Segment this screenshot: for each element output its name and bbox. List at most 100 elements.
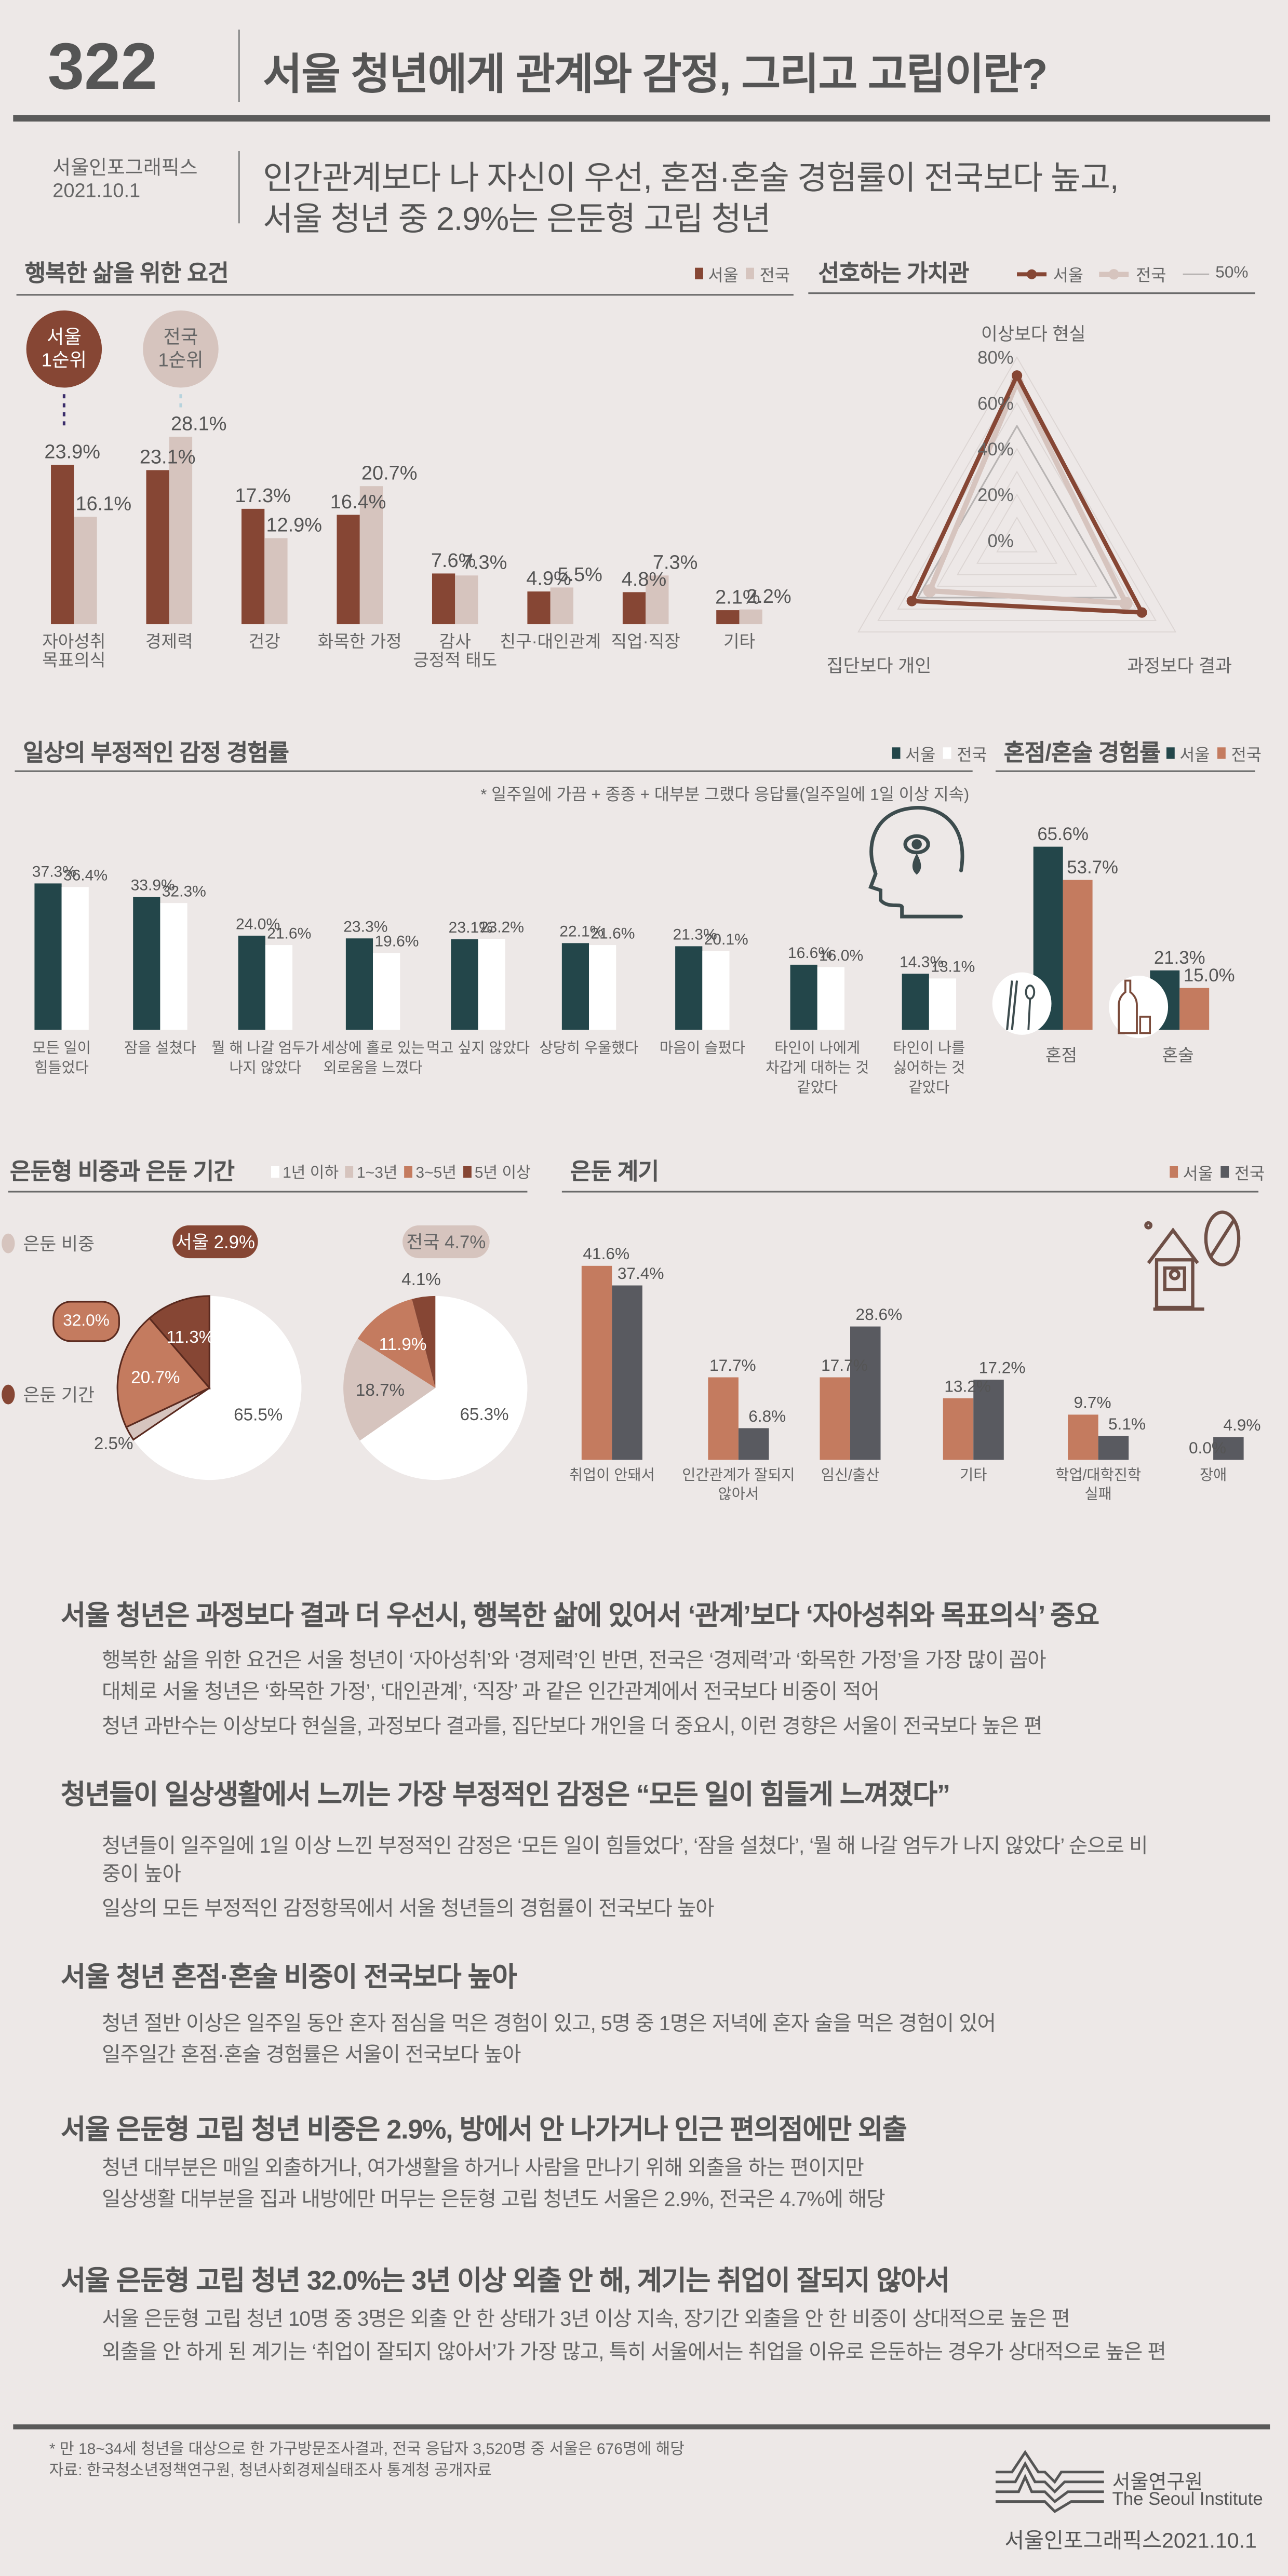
summary-bullet: 청년 과반수는 이상보다 현실을, 과정보다 결과를, 집단보다 개인을 더 중…	[102, 1715, 1042, 1738]
happiness-value-label-seoul: 4.8%	[622, 569, 666, 590]
happiness-category-label: 직업·직장	[611, 632, 680, 651]
legend-swatch-national	[1221, 1166, 1230, 1178]
happiness-bar-seoul	[432, 573, 455, 625]
emotion	[34, 883, 957, 1030]
emotion-category-label: 상당히 우울했다	[539, 1040, 638, 1057]
eye-pupil	[911, 839, 922, 849]
reason-value-label-seoul: 13.2%	[944, 1377, 991, 1395]
radar-chart	[857, 356, 1177, 633]
radar-grid-ring	[877, 379, 1157, 621]
legend-label-national: 전국	[1234, 1166, 1265, 1184]
national-rank-bubble: 전국 1순위	[143, 310, 219, 388]
happiness-bar-seoul	[242, 508, 265, 625]
happiness-bar-seoul	[146, 470, 169, 625]
seoul-share-pill: 서울 2.9%	[172, 1225, 258, 1259]
radar-series-national	[927, 380, 1129, 606]
radar-tick-label: 80%	[977, 348, 1014, 368]
summary-bullet: 일상생활 대부분을 집과 내방에만 머무는 은둔형 고립 청년도 서울은 2.9…	[102, 2188, 886, 2211]
reason-bar-national	[973, 1380, 1004, 1460]
happiness-bar-national	[169, 437, 193, 625]
happiness-value-label-national: 28.1%	[171, 413, 227, 435]
person-head	[1169, 1269, 1180, 1280]
radar-point	[1136, 607, 1147, 618]
happiness-chart-title: 행복한 삶을 위한 요건	[24, 259, 229, 286]
honbap-bar-national	[1179, 988, 1210, 1030]
emotion-category-label: 세상에 홀로 있는 외로움을 느꼈다	[321, 1040, 425, 1076]
legend-label-5y-plus: 5년 이상	[474, 1164, 531, 1183]
summary-headline: 서울 은둔형 고립 청년 비중은 2.9%, 방에서 안 나가거나 인근 편의점…	[61, 2115, 907, 2146]
summary-headline: 서울 청년 혼점·혼술 비중이 전국보다 높아	[61, 1963, 517, 1993]
legend-label-seoul: 서울	[905, 747, 936, 766]
emotion-value-label-national: 23.2%	[480, 919, 524, 936]
pie-value-label: 2.5%	[94, 1434, 133, 1453]
legend-line-50pct	[1182, 273, 1209, 275]
emotion-category-label: 타인이 나에게 차갑게 대하는 것 같았다	[766, 1040, 869, 1096]
emotion-value-label-seoul: 23.1%	[449, 919, 493, 936]
reason-value-label-national: 4.9%	[1223, 1415, 1260, 1434]
reason-value-label-national: 17.2%	[979, 1358, 1026, 1377]
honbap-value-label-national: 15.0%	[1184, 966, 1235, 986]
reason-bar-seoul	[581, 1265, 612, 1460]
happiness-bar-seoul	[527, 591, 551, 625]
summary-bullet: 청년 절반 이상은 일주일 동안 혼자 점심을 먹은 경험이 있고, 5명 중 …	[102, 2012, 996, 2035]
legend-label-3-5y: 3~5년	[415, 1164, 457, 1183]
happiness-category-label: 친구·대인관계	[500, 632, 601, 651]
pie-value-label: 20.7%	[131, 1368, 180, 1387]
radar-tick-label: 60%	[977, 394, 1014, 414]
window	[1163, 1266, 1186, 1291]
legend-swatch-under-1y	[271, 1165, 279, 1177]
reason-value-label-seoul: 41.6%	[583, 1244, 629, 1263]
header-thick-rule	[13, 115, 1270, 121]
pie-value-label: 65.5%	[234, 1405, 283, 1424]
pie-slice-5년 이상	[412, 1296, 436, 1388]
legend-swatch-seoul	[1166, 747, 1175, 759]
radar-axis-label: 과정보다 결과	[1127, 656, 1232, 676]
emotion-category-label: 모든 일이 힘들었다	[32, 1040, 91, 1076]
pie-value-label: 4.1%	[401, 1270, 441, 1289]
emotion-bar-national	[702, 951, 730, 1030]
radar-axis-label: 이상보다 현실	[981, 325, 1086, 344]
share-dot	[2, 1233, 15, 1253]
honbap-bar-national	[1063, 880, 1093, 1030]
emotion-bar-national	[373, 953, 400, 1030]
dot	[1144, 1221, 1153, 1230]
happiness-category-label: 경제력	[145, 632, 193, 651]
radar-tick-label: 40%	[977, 440, 1014, 460]
emotion-value-label-national: 19.6%	[374, 933, 419, 950]
seoul-rank-line-1: 서울	[46, 328, 82, 348]
happiness-value-label-national: 7.3%	[462, 552, 507, 574]
pie-value-label: 65.3%	[460, 1405, 508, 1424]
radar-grid-ring	[976, 493, 1058, 564]
legend-label-under-1y: 1년 이하	[283, 1164, 339, 1183]
footer-thick-rule	[13, 2424, 1270, 2430]
emotion-category-label: 먹고 싶지 않았다	[426, 1040, 530, 1057]
legend-swatch-3-5y	[404, 1165, 413, 1177]
emotion-bar-national	[817, 967, 844, 1030]
honbap-chart-title: 혼점/혼술 경험률	[1003, 739, 1161, 766]
emotion-bar-national	[478, 938, 505, 1030]
spoon-head	[1025, 984, 1036, 1000]
emotion-bar-national	[265, 945, 293, 1030]
emotion-bar-national	[589, 945, 616, 1030]
period-legend: 은둔 기간	[2, 1381, 95, 1408]
radar-grid-ring	[956, 470, 1078, 575]
seclusion-chart-title: 은둔형 비중과 은둔 기간	[9, 1158, 235, 1184]
radar-grid-ring	[996, 516, 1038, 552]
emotion-value-label-national: 21.6%	[267, 925, 311, 942]
honbap-value-label-national: 53.7%	[1067, 858, 1118, 878]
reason-value-label-national: 28.6%	[856, 1305, 903, 1324]
emotion-value-label-national: 13.1%	[931, 959, 975, 976]
legend-line-seoul	[1017, 268, 1047, 279]
emotion-value-label-seoul: 33.9%	[131, 876, 175, 894]
radar-tick-label: 0%	[987, 531, 1013, 551]
legend-label-seoul: 서울	[1179, 747, 1210, 766]
legend-swatch-5y-plus	[463, 1165, 472, 1177]
summary-bullet: 중이 높아	[102, 1863, 181, 1886]
emotion-category-label: 마음이 슬펐다	[660, 1040, 745, 1057]
emotion-bar-seoul	[790, 964, 817, 1030]
happiness-value-label-seoul: 23.1%	[140, 447, 196, 468]
summary-headline: 서울 은둔형 고립 청년 32.0%는 3년 이상 외출 안 해, 계기는 취업…	[61, 2267, 950, 2297]
honbap-category-label: 혼술	[1162, 1046, 1194, 1065]
emotion-bar-seoul	[675, 946, 703, 1030]
